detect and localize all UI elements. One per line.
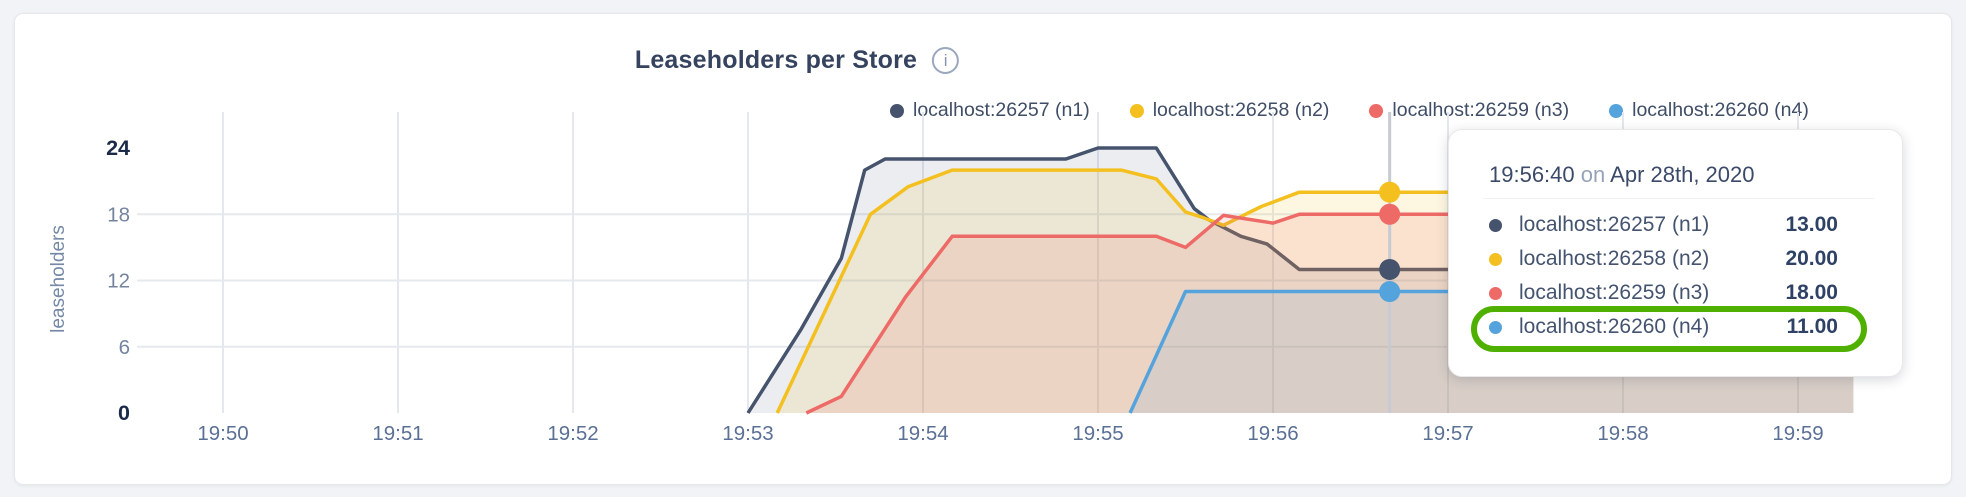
tooltip-series-dot-icon [1489,286,1502,300]
chart-header: Leaseholders per Store i [634,46,960,75]
legend-dot-icon [1369,103,1384,118]
info-icon[interactable]: i [932,47,960,74]
y-tick-label: 24 [106,136,130,160]
series-line [746,146,1854,414]
tooltip-series-label: localhost:26258 (n2) [1519,247,1710,270]
tooltip-rows: localhost:26257 (n1) 13.00 localhost:26258… [1489,208,1866,344]
legend-item[interactable]: localhost:26260 (n4) [1609,99,1809,122]
tooltip-series-value: 20.00 [1785,247,1838,270]
tooltip-series-dot-icon [1489,320,1502,334]
chart-title: Leaseholders per Store [634,46,918,74]
tooltip-header: 19:56:40 on Apr 28th, 2020 [1489,160,1866,190]
tooltip-series-dot-icon [1489,218,1502,232]
legend-label: localhost:26259 (n3) [1392,99,1570,121]
tooltip-row: localhost:26259 (n3) 18.00 [1489,276,1866,310]
x-tick-label: 19:54 [897,422,948,445]
tooltip-series-label: localhost:26257 (n1) [1519,213,1710,236]
legend-label: localhost:26258 (n2) [1152,99,1330,121]
tooltip-joiner: on [1580,162,1606,187]
x-tick-label: 19:52 [547,422,598,445]
legend-dot-icon [1129,103,1144,118]
hover-point [1379,203,1401,225]
legend-dot-icon [890,103,904,118]
tooltip-series-label: localhost:26260 (n4) [1519,315,1710,338]
x-tick-label: 19:53 [722,422,773,445]
tooltip-series-value: 13.00 [1785,213,1838,236]
y-tick-label: 12 [107,270,130,293]
hover-point [1379,281,1401,303]
y-axis-title: leaseholders [48,225,69,333]
tooltip-series-value: 11.00 [1786,315,1838,338]
legend: localhost:26257 (n1) localhost:26258 (n2)… [890,99,1809,122]
legend-dot-icon [1609,103,1624,118]
tooltip-row: localhost:26257 (n1) 13.00 [1489,208,1866,242]
y-tick-label: 6 [119,336,130,359]
legend-item[interactable]: localhost:26258 (n2) [1129,99,1330,122]
tooltip-series-dot-icon [1489,252,1502,266]
tooltip-time: 19:56:40 [1489,162,1575,187]
x-tick-label: 19:55 [1072,422,1123,445]
y-tick-label: 0 [118,401,130,425]
hover-tooltip: 19:56:40 on Apr 28th, 2020 localhost:262… [1448,129,1903,377]
x-tick-label: 19:56 [1247,422,1298,445]
legend-item[interactable]: localhost:26259 (n3) [1369,99,1569,122]
tooltip-row: localhost:26260 (n4) 11.00 [1489,310,1866,344]
x-tick-label: 19:50 [197,422,248,445]
x-tick-label: 19:59 [1772,422,1823,445]
hover-point [1379,258,1401,280]
series-line [805,212,1854,415]
y-tick-label: 18 [107,203,130,226]
tooltip-separator [1483,198,1874,199]
legend-item[interactable]: localhost:26257 (n1) [890,99,1090,122]
series-line [775,168,1854,414]
tooltip-series-label: localhost:26259 (n3) [1519,281,1710,304]
tooltip-date: Apr 28th, 2020 [1610,162,1755,187]
legend-label: localhost:26257 (n1) [913,99,1090,121]
tooltip-series-value: 18.00 [1785,281,1838,304]
legend-label: localhost:26260 (n4) [1632,99,1809,121]
x-tick-label: 19:51 [372,422,423,445]
tooltip-row: localhost:26258 (n2) 20.00 [1489,242,1866,276]
hover-point [1379,181,1401,203]
x-tick-label: 19:57 [1422,422,1473,445]
x-tick-label: 19:58 [1597,422,1648,445]
